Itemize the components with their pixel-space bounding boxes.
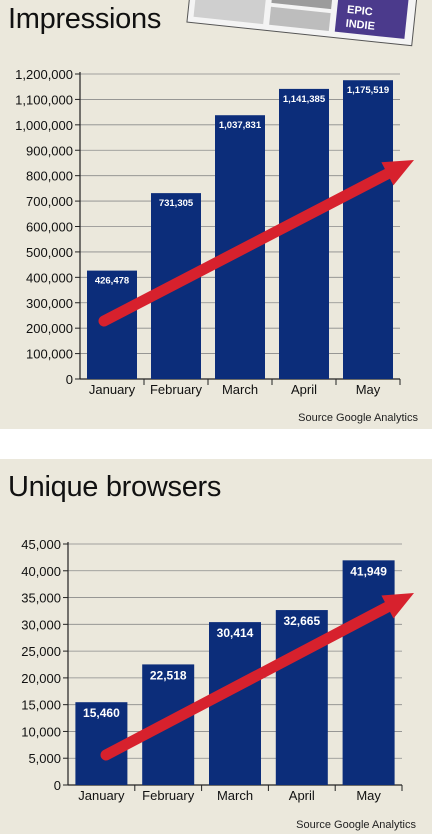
y-tick-label: 25,000 [21, 644, 61, 659]
bar [342, 560, 395, 785]
trend-arrow-head [381, 160, 414, 186]
unique-browsers-chart: 0 5,000 10,000 15,000 20,000 25,000 30,000 35,0… [21, 537, 414, 803]
impressions-chart: 0 100,000 200,000 300,000 400,000 500,000 600,… [15, 67, 414, 397]
x-tick-label: January [78, 788, 125, 803]
y-tick-label: 30,000 [21, 617, 61, 632]
chart-title: Unique browsers [8, 471, 222, 503]
y-tick-label: 20,000 [21, 671, 61, 686]
x-tick-label: March [222, 382, 258, 397]
y-tick-label: 500,000 [26, 245, 73, 260]
y-tick-label: 800,000 [26, 169, 73, 184]
y-tick-label: 0 [54, 778, 61, 793]
y-tick-label: 700,000 [26, 194, 73, 209]
x-tick-label: April [291, 382, 317, 397]
svg-text:EPIC: EPIC [346, 4, 373, 19]
y-tick-label: 0 [66, 372, 73, 387]
y-tick-label: 200,000 [26, 321, 73, 336]
y-tick-label: 35,000 [21, 591, 61, 606]
data-label: 30,414 [217, 626, 254, 640]
data-label: 1,175,519 [347, 85, 389, 96]
data-label: 22,518 [150, 668, 187, 682]
y-tick-label: 40,000 [21, 564, 61, 579]
panel-divider [0, 429, 432, 459]
data-label: 41,949 [350, 564, 387, 578]
y-tick-label: 5,000 [28, 751, 61, 766]
chart-title: Impressions [8, 3, 162, 35]
unique-browsers-panel: Unique browsers 0 5,000 10,000 15,000 20,000… [0, 459, 432, 834]
y-tick-label: 300,000 [26, 296, 73, 311]
y-tick-label: 100,000 [26, 347, 73, 362]
y-tick-label: 10,000 [21, 724, 61, 739]
x-tick-label: May [356, 788, 381, 803]
x-tick-label: February [150, 382, 203, 397]
y-tick-label: 600,000 [26, 220, 73, 235]
newspaper-thumbnail-image: EPIC INDIE [186, 0, 418, 47]
data-label: 32,665 [283, 614, 320, 628]
y-tick-label: 1,100,000 [15, 92, 73, 107]
x-tick-label: May [356, 382, 381, 397]
chart-source: Source Google Analytics [298, 412, 418, 424]
impressions-panel: EPIC INDIE Impressions 0 100,000 200,000 30… [8, 0, 418, 424]
y-tick-label: 1,200,000 [15, 67, 73, 82]
y-tick-label: 15,000 [21, 698, 61, 713]
svg-text:INDIE: INDIE [345, 18, 375, 33]
y-tick-label: 400,000 [26, 270, 73, 285]
trend-arrow-head [381, 593, 414, 619]
bar [279, 88, 329, 379]
x-tick-label: March [217, 788, 253, 803]
data-label: 1,037,831 [219, 120, 262, 131]
x-tick-label: April [289, 788, 315, 803]
trend-arrow-shaft [98, 168, 393, 327]
y-tick-label: 900,000 [26, 143, 73, 158]
data-label: 15,460 [83, 706, 120, 720]
data-label: 426,478 [95, 276, 129, 287]
y-tick-label: 1,000,000 [15, 118, 73, 133]
y-tick-label: 45,000 [21, 537, 61, 552]
trend-arrow-shaft [100, 601, 393, 761]
data-label: 731,305 [159, 198, 194, 209]
data-label: 1,141,385 [283, 94, 326, 105]
x-tick-label: January [89, 382, 136, 397]
bar [87, 270, 137, 379]
bar [209, 622, 261, 785]
x-tick-label: February [142, 788, 195, 803]
chart-source: Source Google Analytics [296, 819, 416, 831]
bar [343, 80, 393, 379]
